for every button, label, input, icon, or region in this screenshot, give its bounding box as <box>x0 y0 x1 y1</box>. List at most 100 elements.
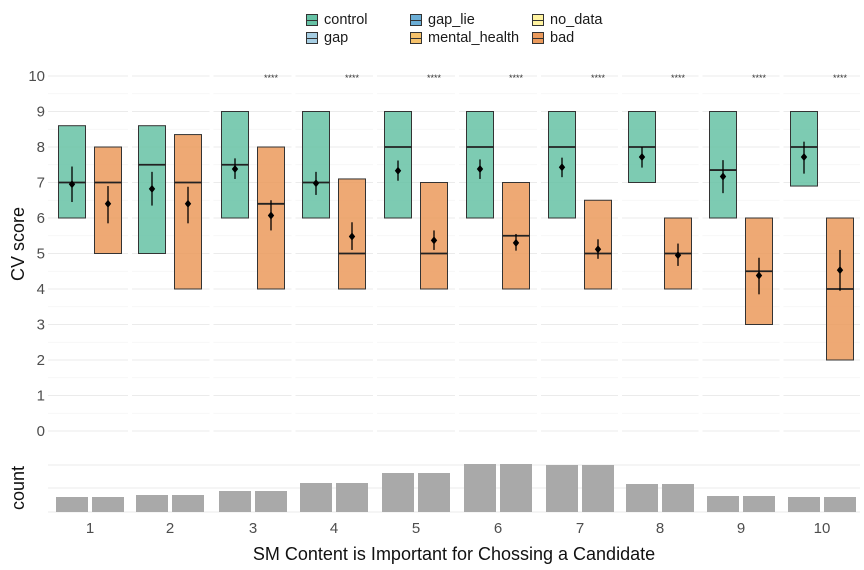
box-control-4 <box>302 111 330 219</box>
legend-swatch-icon <box>410 14 422 26</box>
count-bar-bad-5 <box>418 473 450 512</box>
count-bar-control-8 <box>626 484 658 512</box>
significance-label: **** <box>752 73 767 83</box>
y-tick-label: 4 <box>37 281 45 298</box>
y-tick-label: 9 <box>37 104 45 121</box>
legend-swatch-icon <box>532 14 544 26</box>
y-tick-label: 3 <box>37 317 45 334</box>
column-gap <box>698 70 703 515</box>
mean-point <box>184 199 192 208</box>
legend-item-no-data: no_data <box>532 12 602 28</box>
x-tick-label: 7 <box>576 520 584 537</box>
count-bar-bad-1 <box>92 497 124 512</box>
x-tick-label: 4 <box>330 520 338 537</box>
legend-item-mental-health: mental_health <box>410 30 519 46</box>
count-bar-bad-7 <box>582 465 614 512</box>
mean-point <box>755 271 763 280</box>
box-control-1 <box>58 125 86 219</box>
significance-label: **** <box>591 73 606 83</box>
mean-point <box>594 245 602 254</box>
x-axis: 1 2 3 4 5 6 7 8 9 10 <box>86 520 831 537</box>
count-bar-control-5 <box>382 473 414 512</box>
count-bar-control-2 <box>136 495 168 512</box>
count-bar-control-3 <box>219 491 251 512</box>
legend-swatch-icon <box>306 32 318 44</box>
mean-point <box>312 179 320 188</box>
y-axis: 0 1 2 3 4 5 6 7 8 9 10 <box>28 68 45 440</box>
count-bar-bad-9 <box>743 496 775 512</box>
column-gap <box>128 70 132 515</box>
x-tick-label: 2 <box>166 520 174 537</box>
column-gap <box>291 70 296 515</box>
grid-layer <box>48 70 860 515</box>
mean-point <box>430 236 438 245</box>
x-tick-label: 6 <box>494 520 502 537</box>
count-bar-control-9 <box>707 496 739 512</box>
mean-point <box>476 165 484 174</box>
y-tick-label: 2 <box>37 352 45 369</box>
legend-swatch-icon <box>410 32 422 44</box>
legend-item-gap-lie: gap_lie <box>410 12 475 28</box>
legend-label: gap_lie <box>428 12 475 28</box>
legend-label: mental_health <box>428 30 520 46</box>
column-gap <box>209 70 214 515</box>
column-gap <box>373 70 377 515</box>
legend-label: no_data <box>550 12 603 28</box>
legend-item-bad: bad <box>532 30 574 46</box>
column-gap <box>618 70 622 515</box>
mean-point <box>800 152 808 161</box>
box-bad-2 <box>174 134 202 290</box>
mean-point <box>348 232 356 241</box>
count-panel <box>48 464 860 513</box>
legend-swatch-icon <box>306 14 318 26</box>
count-bar-bad-4 <box>336 483 368 512</box>
legend-label: bad <box>550 30 575 46</box>
significance-label: **** <box>427 73 442 83</box>
y-tick-label: 1 <box>37 388 45 405</box>
y-tick-label: 8 <box>37 139 45 156</box>
significance-label: **** <box>833 73 848 83</box>
column-gap <box>537 70 541 515</box>
x-tick-label: 1 <box>86 520 94 537</box>
count-bar-control-10 <box>788 497 820 512</box>
count-bar-bad-2 <box>172 495 204 512</box>
significance-label: **** <box>264 73 279 83</box>
significance-label: **** <box>509 73 524 83</box>
count-bar-control-7 <box>546 465 578 512</box>
legend-item-control: control <box>306 12 368 28</box>
count-bar-bad-3 <box>255 491 287 512</box>
box-layer: **** **** **** **** **** **** **** **** <box>58 73 854 361</box>
significance-label: **** <box>345 73 360 83</box>
y-tick-label: 0 <box>37 423 45 440</box>
mean-point <box>674 251 682 260</box>
count-axis-title: count <box>8 466 28 510</box>
mean-point <box>719 172 727 181</box>
mean-point <box>512 238 520 247</box>
count-bar-bad-6 <box>500 464 532 512</box>
mean-point <box>558 163 566 172</box>
count-bar-control-1 <box>56 497 88 512</box>
mean-point <box>68 180 76 189</box>
significance-label: **** <box>671 73 686 83</box>
y-tick-label: 7 <box>37 175 45 192</box>
mean-point <box>267 211 275 220</box>
mean-point <box>836 266 844 275</box>
x-tick-label: 8 <box>656 520 664 537</box>
box-bad-1 <box>94 146 122 254</box>
count-bar-bad-8 <box>662 484 694 512</box>
mean-point <box>148 184 156 193</box>
column-gap <box>455 70 459 515</box>
x-tick-label: 10 <box>814 520 831 537</box>
x-axis-title: SM Content is Important for Chossing a C… <box>253 544 655 564</box>
x-tick-label: 3 <box>249 520 257 537</box>
mean-point <box>394 166 402 175</box>
y-axis-title: CV score <box>8 207 28 281</box>
legend-swatch-icon <box>532 32 544 44</box>
x-tick-label: 9 <box>737 520 745 537</box>
count-bar-bad-10 <box>824 497 856 512</box>
legend-label: gap <box>324 30 349 46</box>
mean-point <box>638 152 646 161</box>
mean-point <box>104 199 112 208</box>
legend-label: control <box>324 12 368 28</box>
